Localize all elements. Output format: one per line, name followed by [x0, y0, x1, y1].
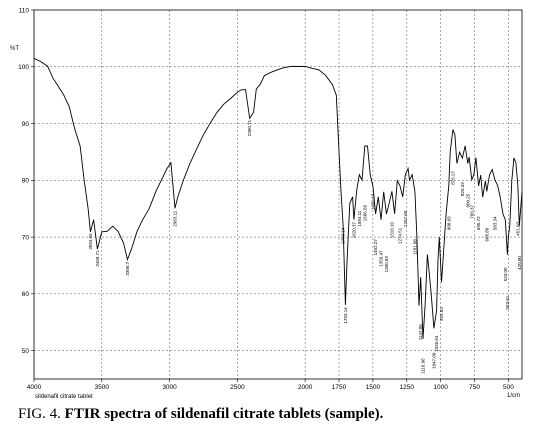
- ftir-spectrum-chart: 4000 3500 3000 2500 2000 1750 1500 1250 1000 750 5…: [10, 7, 523, 400]
- peak-label: 420.00: [517, 256, 522, 270]
- peak-label: 2360.71: [247, 119, 252, 136]
- y-tick-label: 70: [22, 234, 30, 241]
- y-tick-label: 100: [18, 64, 29, 71]
- chart-grid: [34, 10, 522, 379]
- peak-label: 876.27: [450, 171, 455, 185]
- y-tick-label: 60: [22, 291, 30, 298]
- peak-label: 1703.14: [343, 307, 348, 324]
- peak-label: 1147.06: [418, 324, 423, 340]
- peak-label: 1116.96: [421, 358, 426, 374]
- peak-label: 3306.7: [125, 261, 130, 275]
- peak-label: 908.69: [446, 216, 451, 230]
- peak-label: 1274.51: [398, 227, 403, 244]
- peak-label: 760.37: [469, 205, 474, 219]
- y-tick-label: 90: [22, 121, 30, 128]
- y-tick-label: 110: [19, 7, 30, 14]
- peak-label: 993.63: [439, 307, 444, 321]
- peak-label: 523.00: [503, 267, 508, 281]
- peak-label: 1402.27: [373, 239, 378, 256]
- x-tick-label: 1000: [433, 384, 448, 391]
- peak-label: 1310.10: [389, 222, 394, 239]
- peak-label: 1496.47: [370, 193, 375, 210]
- peak-label: 1620.37: [351, 222, 356, 239]
- peak-label: 800.25: [465, 193, 470, 207]
- chart-axes: [33, 9, 523, 380]
- peak-label: 503.61: [505, 295, 510, 309]
- figure-caption: FIG. 4. FTIR spectra of sildenafil citra…: [18, 406, 547, 423]
- x-tick-label: 2000: [298, 384, 313, 391]
- peak-label: 1257.60: [403, 210, 408, 227]
- y-tick-label: 50: [22, 348, 30, 355]
- y-unit-label: %T: [10, 46, 19, 52]
- sample-label: sildenafil citrate tablet: [35, 394, 93, 400]
- x-unit-label: 1/cm: [507, 393, 520, 399]
- chart-ticks: 4000 3500 3000 2500 2000 1750 1500 1250 1000 750 5…: [18, 7, 514, 391]
- peak-label: 3584.55: [88, 233, 93, 250]
- peak-label: 820.33: [460, 182, 465, 196]
- peak-label: 1047.00: [431, 352, 436, 369]
- peak-label: 1703.14: [341, 227, 346, 244]
- x-tick-label: 2500: [230, 384, 245, 391]
- x-tick-label: 1750: [332, 384, 347, 391]
- peak-label: 1181.08: [412, 239, 417, 255]
- peak-label: 2963.11: [173, 210, 178, 226]
- x-tick-label: 3000: [162, 384, 177, 391]
- caption-title: FTIR spectra of sildenafil citrate table…: [64, 406, 384, 422]
- x-tick-label: 750: [469, 384, 480, 391]
- peak-label: 668.80: [484, 227, 489, 241]
- peak-label: 3458.71: [95, 250, 100, 267]
- chart-axis-labels: %T 1/cm sildenafil citrate tablet: [10, 46, 520, 400]
- peak-label: 1359.47: [379, 250, 384, 267]
- peak-label: 1360.83: [384, 256, 389, 273]
- peak-label: 1566.56: [362, 205, 367, 222]
- y-tick-label: 80: [22, 178, 30, 185]
- peak-label: 583.34: [492, 216, 497, 230]
- peak-label: 695.72: [476, 216, 481, 230]
- peak-label: 451.03: [515, 222, 520, 236]
- x-tick-label: 1500: [366, 384, 381, 391]
- x-tick-label: 1250: [400, 384, 415, 391]
- plot-frame: [33, 9, 523, 380]
- x-tick-label: 3500: [95, 384, 110, 391]
- caption-prefix: FIG. 4.: [18, 406, 65, 422]
- peak-label: 1026.64: [434, 335, 439, 352]
- spectrum-line: [33, 57, 523, 339]
- peak-label: 1584.11: [357, 210, 362, 226]
- x-tick-label: 500: [503, 384, 514, 391]
- x-tick-label: 4000: [27, 384, 42, 391]
